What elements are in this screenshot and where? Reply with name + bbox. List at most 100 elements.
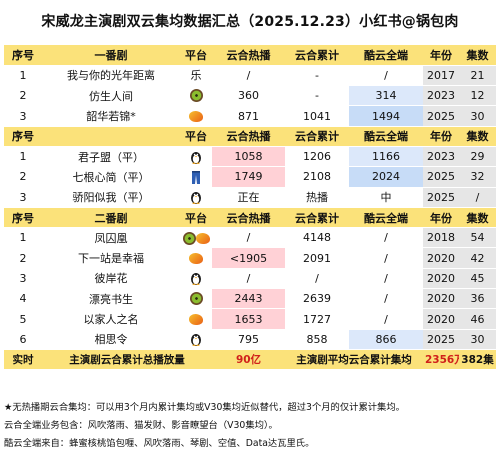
yunhe-cum: 4148 — [285, 227, 349, 249]
footnote-line: ★无热播期云合集均：可以用3个月内累计集均或V30集均近似替代，超过3个月的仅计… — [4, 402, 405, 413]
total-plays-value: 90亿 — [212, 349, 285, 371]
year: 2025 — [423, 105, 459, 127]
kuyun-all: 2024 — [349, 166, 423, 188]
drama-title: 相思令 — [42, 329, 180, 350]
kuyun-all: / — [349, 247, 423, 269]
episodes: 32 — [459, 166, 496, 188]
table-row: 1 凤囚凰/4148/2018 54 — [4, 227, 496, 249]
platform-cell — [180, 308, 212, 330]
year: 2020 — [423, 268, 459, 290]
totals-row: 实时主演剧云合累计总播放量90亿主演剧平均云合累计集均2356万382集 — [4, 349, 496, 371]
year: 2023 — [423, 146, 459, 168]
year: 2025 — [423, 329, 459, 350]
header-yunhe-hot: 云合热播 — [212, 45, 285, 66]
mango-icon — [189, 111, 203, 123]
header-year: 年份 — [423, 45, 459, 66]
episodes: 54 — [459, 227, 496, 249]
row-number: 2 — [4, 85, 42, 107]
header-no: 序号 — [4, 207, 42, 229]
header-yunhe-cum: 云合累计 — [285, 207, 349, 229]
header-year: 年份 — [423, 207, 459, 229]
episodes: 21 — [459, 65, 496, 87]
yunhe-hot: / — [212, 227, 285, 249]
drama-title: 君子盟（平） — [42, 146, 180, 168]
header-platform: 平台 — [180, 126, 212, 147]
platform-cell — [180, 227, 212, 249]
yunhe-hot: 360 — [212, 85, 285, 107]
table-row: 5 以家人之名 1653 1727/2020 46 — [4, 308, 496, 330]
yunhe-hot: / — [212, 65, 285, 87]
platform-cell — [180, 288, 212, 310]
yunhe-hot: 871 — [212, 105, 285, 127]
header-row: 序号 一番剧 平台 云合热播 云合累计 酷云全端 年份 集数 — [4, 45, 496, 66]
footnote-line: 酷云全端来自：蜂蜜核桃馅包喱、风吹落雨、琴剧、空值、Data达瓦里氏。 — [4, 438, 315, 449]
header-yunhe-cum: 云合累计 — [285, 45, 349, 66]
header-title: 一番剧 — [42, 45, 180, 66]
kuyun-all: 866 — [349, 329, 423, 350]
totals-label: 实时 — [4, 349, 42, 371]
header-title: 二番剧 — [42, 207, 180, 229]
episodes: / — [459, 187, 496, 208]
header-episodes: 集数 — [459, 207, 496, 229]
kiwi-icon — [189, 89, 203, 103]
yunhe-cum: 858 — [285, 329, 349, 350]
header-episodes: 集数 — [459, 126, 496, 147]
drama-title: 我与你的光年距离 — [42, 65, 180, 87]
row-number: 1 — [4, 65, 42, 87]
drama-title: 七根心简（平） — [42, 166, 180, 188]
yunhe-cum: 热播 — [285, 187, 349, 208]
row-number: 4 — [4, 288, 42, 310]
jeans-icon — [191, 170, 201, 184]
penguin-icon — [190, 271, 202, 286]
kuyun-all: 中 — [349, 187, 423, 208]
yunhe-cum: 2639 — [285, 288, 349, 310]
penguin-icon — [190, 150, 202, 164]
yunhe-cum: 1727 — [285, 308, 349, 330]
average-value: 2356万 — [423, 349, 459, 371]
row-number: 2 — [4, 166, 42, 188]
header-row: 序号 二番剧 平台 云合热播 云合累计 酷云全端 年份 集数 — [4, 207, 496, 229]
episodes: 36 — [459, 288, 496, 310]
kuyun-all: / — [349, 227, 423, 249]
row-number: 1 — [4, 146, 42, 168]
yunhe-hot: 2443 — [212, 288, 285, 310]
platform-cell — [180, 329, 212, 350]
kuyun-all: / — [349, 65, 423, 87]
yunhe-cum: - — [285, 85, 349, 107]
platform-cell — [180, 166, 212, 188]
platform-cell — [180, 268, 212, 290]
kiwi-icon — [182, 231, 196, 245]
yunhe-hot: 正在 — [212, 187, 285, 208]
yunhe-hot: 795 — [212, 329, 285, 350]
yunhe-hot: 1749 — [212, 166, 285, 188]
header-platform: 平台 — [180, 45, 212, 66]
mango-icon — [189, 314, 203, 325]
header-row: 序号 平台 云合热播 云合累计 酷云全端 年份 集数 — [4, 126, 496, 147]
header-yunhe-cum: 云合累计 — [285, 126, 349, 147]
yunhe-cum: - — [285, 65, 349, 87]
row-number: 1 — [4, 227, 42, 249]
total-plays-label: 主演剧云合累计总播放量 — [42, 349, 212, 371]
row-number: 3 — [4, 105, 42, 127]
drama-title: 仿生人间 — [42, 85, 180, 107]
yunhe-hot: / — [212, 268, 285, 290]
platform-cell — [180, 187, 212, 208]
episodes: 30 — [459, 105, 496, 127]
header-kuyun: 酷云全端 — [349, 45, 423, 66]
header-year: 年份 — [423, 126, 459, 147]
year: 2020 — [423, 288, 459, 310]
yunhe-cum: 1041 — [285, 105, 349, 127]
yunhe-cum: 2108 — [285, 166, 349, 188]
table-row: 2 下一站是幸福 <1905 2091/2020 42 — [4, 247, 496, 269]
row-number: 3 — [4, 268, 42, 290]
episodes: 42 — [459, 247, 496, 269]
average-label: 主演剧平均云合累计集均 — [285, 349, 423, 371]
yunhe-hot: <1905 — [212, 247, 285, 269]
table-row: 1 君子盟（平） 1058 1206 1166 2023 29 — [4, 146, 496, 168]
row-number: 5 — [4, 308, 42, 330]
row-number: 2 — [4, 247, 42, 269]
episodes: 46 — [459, 308, 496, 330]
footnotes: ★无热播期云合集均：可以用3个月内累计集均或V30集均近似替代，超过3个月的仅计… — [4, 399, 496, 453]
year: 2017 — [423, 65, 459, 87]
